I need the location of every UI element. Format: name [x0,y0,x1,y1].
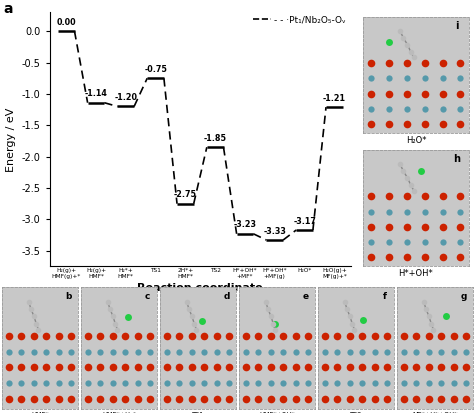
X-axis label: HMF*: HMF* [31,412,49,413]
X-axis label: Reaction coordinate: Reaction coordinate [137,283,263,293]
Text: -0.75: -0.75 [144,65,167,74]
X-axis label: HMF*+2H*: HMF*+2H* [259,412,295,413]
X-axis label: TS1: TS1 [192,412,204,413]
Y-axis label: Energy / eV: Energy / eV [6,107,16,171]
Text: e: e [302,292,309,301]
Text: c: c [145,292,150,301]
Text: a: a [3,2,13,16]
Text: -3.17: -3.17 [293,217,316,225]
X-axis label: HMF*+H₂*: HMF*+H₂* [102,412,136,413]
Text: -2.75: -2.75 [174,190,197,199]
Text: i: i [455,21,458,31]
Text: b: b [65,292,72,301]
Text: -3.33: -3.33 [264,227,286,236]
X-axis label: H*+OH*: H*+OH* [399,269,433,278]
Text: -3.23: -3.23 [234,221,256,229]
X-axis label: TS2: TS2 [350,412,362,413]
Text: 0.00: 0.00 [56,18,76,27]
Text: f: f [383,292,387,301]
Text: -1.20: -1.20 [114,93,137,102]
Text: -1.14: -1.14 [84,89,108,98]
Text: -1.21: -1.21 [323,94,346,103]
Legend: - - ·Pt₁/Nb₂O₅-Oᵥ: - - ·Pt₁/Nb₂O₅-Oᵥ [249,12,349,28]
Text: -1.85: -1.85 [204,134,227,143]
Text: d: d [223,292,230,301]
X-axis label: H₂O*: H₂O* [406,136,426,145]
X-axis label: MF*+H*+OH*: MF*+H*+OH* [412,412,458,413]
Text: g: g [460,292,467,301]
Text: h: h [453,154,460,164]
